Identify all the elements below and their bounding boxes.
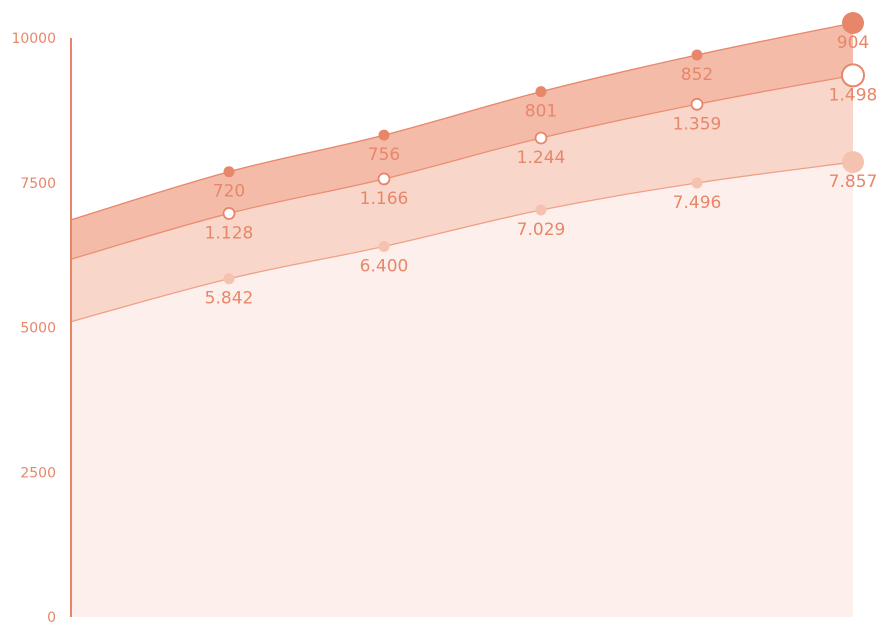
data-label-layer: 5.842 6.400 7.029 7.496 7.857 1.128 1.166 1.244…: [205, 33, 878, 309]
y-tick-label: 2500: [20, 465, 56, 481]
marker-series-2-point-1[interactable]: [222, 207, 236, 220]
marker-series-1-point-1[interactable]: [223, 273, 235, 285]
y-tick-label: 7500: [20, 176, 56, 192]
marker-series-2-point-2[interactable]: [377, 172, 391, 186]
y-tick-label: 0: [47, 610, 56, 625]
data-label-series-3-point-1: 720: [213, 182, 245, 202]
y-axis-ticks: 0 2500 5000 7500 10000: [11, 31, 56, 625]
area-series-2: [71, 75, 853, 322]
data-label-series-3-point-3: 801: [525, 102, 557, 122]
y-tick-label: 10000: [11, 31, 56, 47]
area-layer: [71, 23, 853, 617]
data-label-series-2-point-3: 1.244: [517, 148, 566, 168]
data-label-series-1-point-2: 6.400: [360, 256, 409, 276]
area-series-1: [71, 162, 853, 617]
marker-series-3-point-5[interactable]: [842, 12, 864, 35]
marker-series-1-point-4[interactable]: [691, 177, 703, 189]
data-label-series-3-point-4: 852: [681, 65, 713, 85]
data-label-series-2-point-4: 1.359: [673, 114, 722, 134]
marker-series-3-point-4[interactable]: [691, 49, 703, 61]
area-series-3: [71, 23, 853, 260]
marker-series-3-point-1[interactable]: [223, 166, 235, 178]
line-layer: [70, 22, 854, 323]
marker-series-2-point-3[interactable]: [534, 131, 548, 145]
marker-series-3-point-2[interactable]: [378, 129, 390, 141]
marker-series-1-point-3[interactable]: [535, 204, 547, 216]
line-series-3: [70, 22, 854, 221]
marker-layer: [222, 12, 865, 285]
data-label-series-2-point-5: 1.498: [829, 85, 878, 105]
data-label-series-2-point-1: 1.128: [205, 223, 254, 243]
line-series-1: [70, 161, 854, 323]
marker-series-3-point-3[interactable]: [535, 86, 547, 98]
data-label-series-1-point-4: 7.496: [673, 193, 722, 213]
data-label-series-3-point-5: 904: [837, 33, 869, 53]
y-tick-label: 5000: [20, 321, 56, 337]
marker-series-2-point-4[interactable]: [690, 97, 704, 111]
data-label-series-1-point-3: 7.029: [517, 220, 566, 240]
data-label-series-2-point-2: 1.166: [360, 189, 409, 209]
marker-series-1-point-5[interactable]: [842, 151, 864, 174]
line-series-2: [70, 74, 854, 260]
marker-series-1-point-2[interactable]: [378, 240, 390, 252]
data-label-series-1-point-5: 7.857: [829, 172, 878, 192]
data-label-series-1-point-1: 5.842: [205, 289, 254, 309]
marker-series-2-point-5[interactable]: [841, 63, 865, 88]
data-label-series-3-point-2: 756: [368, 145, 400, 165]
